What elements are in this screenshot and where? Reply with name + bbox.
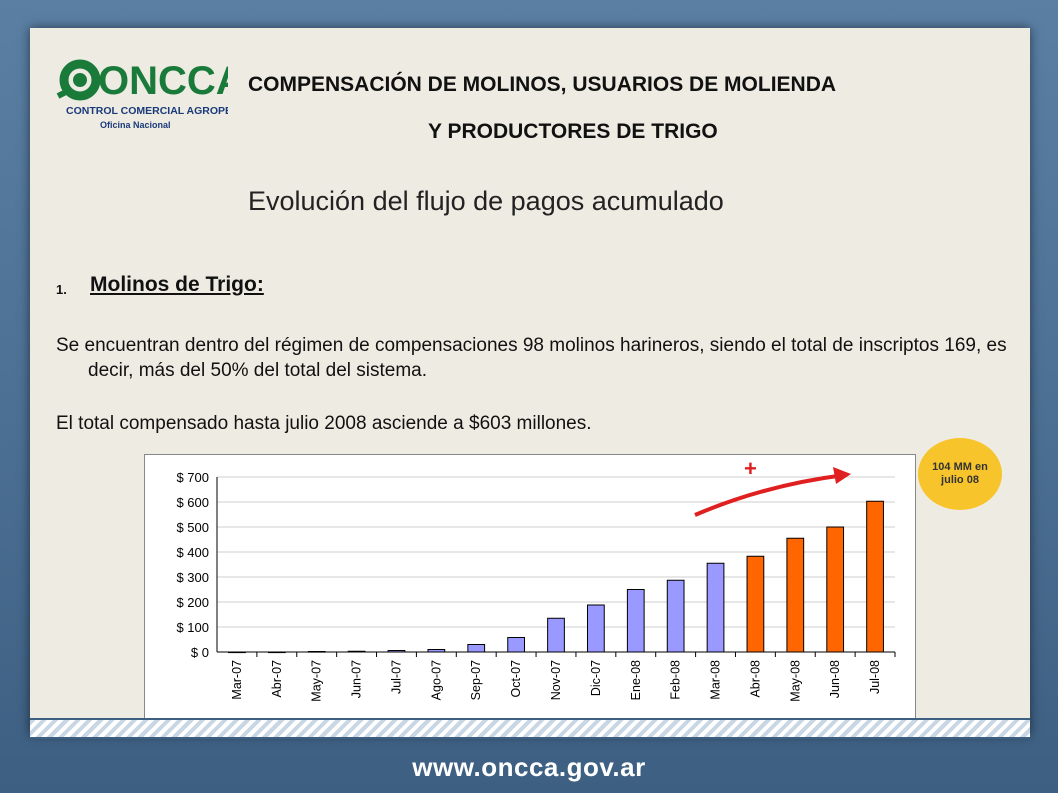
x-tick-label: Abr-08	[748, 660, 762, 698]
paragraph-molinos: Se encuentran dentro del régimen de comp…	[56, 335, 1007, 381]
paragraph-total: El total compensado hasta julio 2008 asc…	[56, 413, 592, 434]
bar	[626, 589, 645, 653]
page-title-line2: Y PRODUCTORES DE TRIGO	[428, 120, 718, 143]
footer-url: www.oncca.gov.ar	[412, 752, 646, 782]
bar	[706, 562, 725, 653]
trend-arrow-head	[833, 467, 851, 484]
bar	[228, 651, 246, 654]
x-tick-label: Feb-08	[669, 660, 683, 700]
bar	[307, 651, 326, 653]
bar	[666, 579, 685, 653]
bar	[507, 637, 525, 653]
y-tick-label: $ 500	[176, 520, 209, 535]
bar	[267, 651, 286, 654]
bar	[746, 555, 765, 653]
oncca-logo: ONCCA CONTROL COMERCIAL AGROPECUARIO Ofi…	[56, 59, 228, 130]
bar	[587, 604, 605, 653]
y-tick-label: $ 300	[176, 570, 209, 585]
bar	[347, 650, 366, 653]
callout-text: 104 MM en julio 08	[932, 461, 988, 486]
x-tick-label: Ene-08	[629, 660, 643, 700]
bar	[467, 644, 486, 653]
logo-text: ONCCA	[98, 59, 228, 103]
logo-subtitle: CONTROL COMERCIAL AGROPECUARIO	[66, 105, 228, 117]
y-tick-label: $ 0	[191, 645, 209, 660]
x-tick-label: Jun-07	[350, 660, 364, 698]
y-tick-label: $ 700	[176, 470, 209, 485]
chart-container: $ 0 $ 100 $ 200 $ 300 $ 400 $ 500 $ 600 $ 700 Ma…	[144, 454, 916, 724]
bar	[547, 617, 565, 653]
trend-arrow	[694, 473, 846, 517]
y-tick-label: $ 200	[176, 595, 209, 610]
x-tick-label: Oct-07	[509, 660, 523, 698]
x-tick-label: Nov-07	[549, 660, 563, 700]
plus-annotation: +	[744, 456, 757, 481]
x-tick-label: Mar-08	[709, 660, 723, 700]
x-tick-label: May-07	[310, 660, 324, 702]
x-tick-label: Mar-07	[230, 660, 244, 700]
x-tick-label: Jun-08	[828, 660, 842, 698]
page-subtitle: Evolución del flujo de pagos acumulado	[248, 186, 724, 216]
logo-office: Oficina Nacional	[100, 120, 171, 130]
bar	[387, 650, 406, 653]
x-tick-label: May-08	[788, 660, 802, 702]
page-title-line1: COMPENSACIÓN DE MOLINOS, USUARIOS DE MOL…	[248, 73, 837, 96]
section-heading: Molinos de Trigo:	[90, 273, 264, 296]
x-tick-label: Sep-07	[469, 660, 483, 700]
decorative-band	[30, 718, 1030, 739]
bar	[786, 537, 805, 653]
section-number: 1.	[56, 282, 67, 297]
y-tick-label: $ 600	[176, 495, 209, 510]
bar	[427, 649, 446, 653]
x-tick-label: Ago-07	[429, 660, 443, 700]
x-tick-label: Jul-08	[868, 660, 882, 694]
bar-chart: $ 0 $ 100 $ 200 $ 300 $ 400 $ 500 $ 600 $ 700 Ma…	[176, 467, 896, 702]
x-tick-label: Jul-07	[389, 660, 403, 694]
y-tick-label: $ 100	[176, 620, 209, 635]
y-tick-label: $ 400	[176, 545, 209, 560]
x-tick-label: Dic-07	[589, 660, 603, 696]
x-tick-label: Abr-07	[270, 660, 284, 698]
bar	[866, 500, 884, 653]
callout-bubble: 104 MM en julio 08	[918, 438, 1002, 510]
bar	[826, 526, 845, 653]
